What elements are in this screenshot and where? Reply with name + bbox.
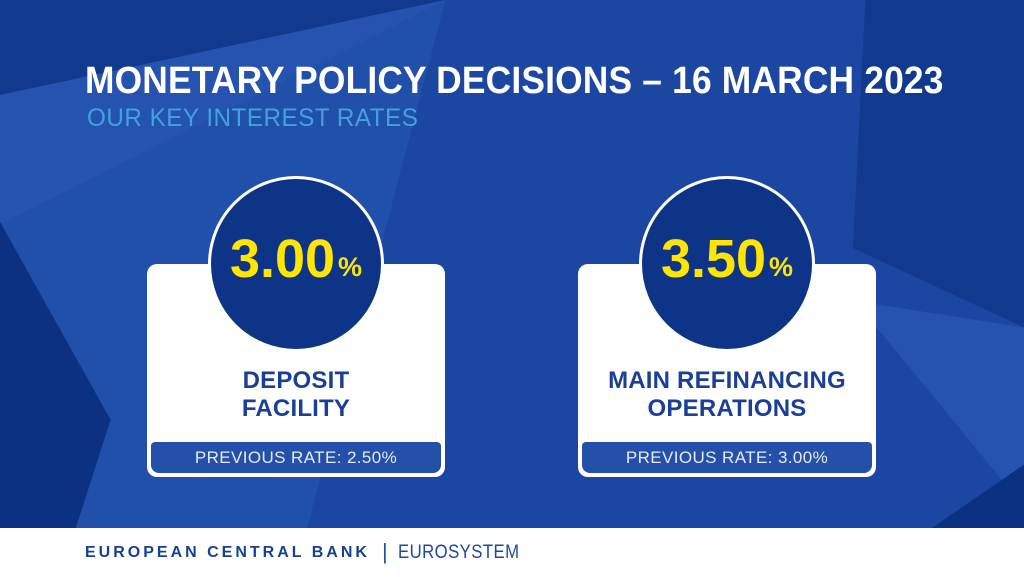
footer-org-wordmark: EUROPEAN CENTRAL BANK bbox=[85, 543, 370, 561]
rate-circle: 3.50 % bbox=[639, 176, 815, 352]
page-title: MONETARY POLICY DECISIONS – 16 MARCH 202… bbox=[85, 60, 944, 102]
rate-value: 3.00 bbox=[229, 228, 336, 289]
rate-card-main-refinancing-operations: 3.50 % MAIN REFINANCING OPERATIONS PREVI… bbox=[578, 176, 876, 477]
rate-card-title: DEPOSIT FACILITY bbox=[241, 367, 351, 422]
rate-circle: 3.00 % bbox=[208, 176, 384, 352]
percent-sign: % bbox=[769, 252, 794, 283]
rate-card-deposit-facility: 3.00 % DEPOSIT FACILITY PREVIOUS RATE: 2… bbox=[147, 176, 445, 477]
page-subtitle: OUR KEY INTEREST RATES bbox=[87, 104, 419, 132]
footer-separator: | bbox=[381, 538, 388, 564]
previous-rate-bar: PREVIOUS RATE: 3.00% bbox=[582, 442, 872, 473]
previous-rate-text: PREVIOUS RATE: 2.50% bbox=[194, 447, 398, 467]
percent-sign: % bbox=[338, 252, 363, 283]
rate-value-group: 3.50 % bbox=[660, 228, 794, 289]
background-pattern bbox=[0, 0, 1024, 528]
footer-bar: EUROPEAN CENTRAL BANK | EUROSYSTEM bbox=[0, 528, 1024, 577]
rate-value-group: 3.00 % bbox=[229, 228, 363, 289]
rate-card-title: MAIN REFINANCING OPERATIONS bbox=[608, 367, 846, 422]
rate-value: 3.50 bbox=[660, 228, 767, 289]
previous-rate-text: PREVIOUS RATE: 3.00% bbox=[625, 447, 829, 467]
previous-rate-bar: PREVIOUS RATE: 2.50% bbox=[151, 442, 441, 473]
footer-system-wordmark: EUROSYSTEM bbox=[397, 541, 520, 563]
